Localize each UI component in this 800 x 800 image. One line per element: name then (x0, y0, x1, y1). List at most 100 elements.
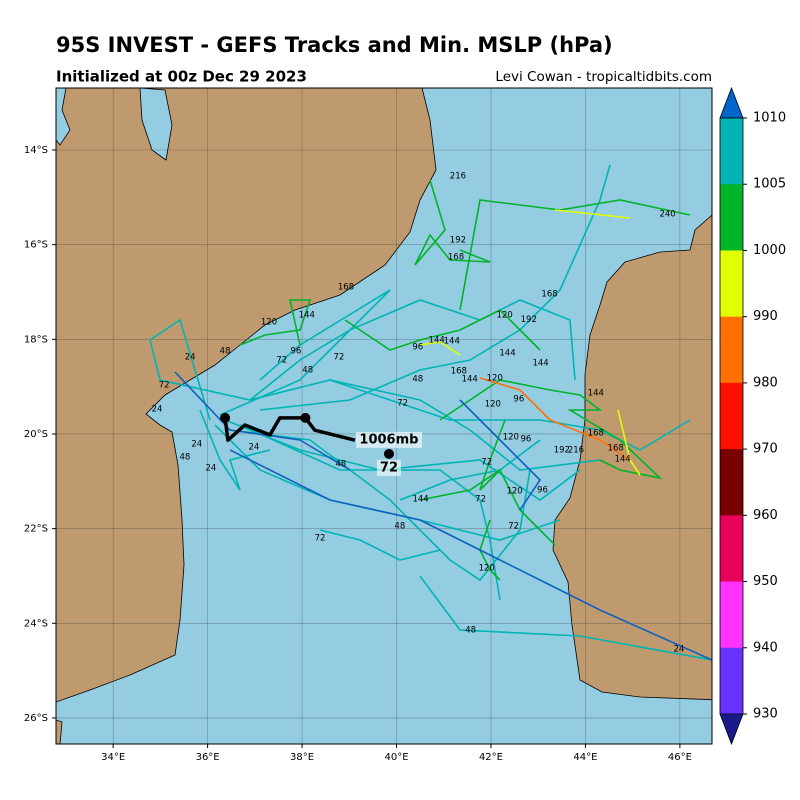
mean-point (383, 448, 394, 459)
hour-label: 120 (503, 432, 519, 442)
track (554, 209, 631, 219)
colorbar-band (720, 250, 743, 318)
hour-label: 48 (220, 347, 231, 357)
colorbar-tick-label: 990 (753, 309, 778, 324)
hour-label: 144 (588, 388, 604, 398)
lake (56, 88, 71, 146)
africa (56, 88, 437, 703)
x-tick-label: 40°E (384, 752, 408, 763)
hour-label: 120 (485, 400, 501, 410)
track (479, 419, 506, 491)
colorbar-frame (719, 117, 744, 715)
hour-label: 24 (205, 464, 216, 474)
track (239, 424, 501, 601)
hour-label: 72 (159, 380, 170, 390)
hour-label: 48 (465, 625, 476, 635)
colorbar-band (720, 581, 743, 649)
y-tick-label: 24°S (24, 618, 48, 629)
hour-label: 144 (499, 349, 515, 359)
colorbar-tick-label: 1000 (753, 243, 786, 258)
hour-label: 24 (191, 439, 202, 449)
x-tick-label: 34°E (101, 752, 125, 763)
hour-label: 96 (291, 347, 302, 357)
hour-label: 120 (487, 374, 503, 384)
hour-label: 168 (541, 289, 557, 299)
track (419, 468, 556, 546)
hour-label: 48 (302, 366, 313, 376)
label-box (376, 459, 401, 476)
mean-label: 1006mb (359, 432, 418, 447)
hour-label: 168 (608, 444, 624, 454)
track (229, 449, 712, 661)
x-tick-label: 38°E (290, 752, 314, 763)
hour-label: 96 (513, 394, 524, 404)
hour-label: 96 (412, 342, 423, 352)
x-tick-label: 36°E (196, 752, 220, 763)
x-tick-label: 46°E (668, 752, 692, 763)
hour-label: 72 (481, 457, 492, 467)
track (419, 341, 461, 356)
y-tick-label: 22°S (24, 524, 48, 535)
label-box (355, 431, 422, 448)
hour-label: 216 (450, 172, 466, 182)
track (459, 399, 542, 511)
hour-label: 120 (479, 563, 495, 573)
map-frame (55, 87, 713, 745)
land (56, 719, 63, 744)
hour-label: 96 (537, 485, 548, 495)
hour-label: 24 (674, 644, 685, 654)
track (439, 379, 663, 480)
track (239, 299, 312, 346)
mean-track: 1006mb 72 (220, 412, 422, 476)
hour-label: 120 (261, 317, 277, 327)
y-tick-label: 14°S (24, 145, 48, 156)
hour-label: 168 (448, 252, 464, 262)
hour-label: 192 (450, 235, 466, 245)
colorbar-extension (719, 713, 744, 746)
hour-label: 144 (299, 311, 315, 321)
hour-label: 72 (276, 356, 287, 366)
colorbar-tick-label: 1010 (753, 111, 786, 126)
track (319, 529, 441, 561)
grid (56, 88, 712, 744)
credit: Levi Cowan - tropicaltidbits.com (495, 69, 712, 85)
ensemble-tracks (149, 164, 712, 661)
colorbar-band (720, 647, 743, 715)
x-tick-label: 42°E (479, 752, 503, 763)
hour-label: 72 (315, 534, 326, 544)
track (149, 318, 601, 471)
hour-label: 168 (451, 367, 467, 377)
hour-label: 48 (412, 375, 423, 385)
x-tick-label: 44°E (573, 752, 597, 763)
mean-point (220, 412, 231, 423)
lake (139, 88, 173, 161)
hour-label: 72 (333, 352, 344, 362)
track (479, 377, 631, 461)
hour-label: 72 (508, 521, 519, 531)
colorbar-tick-label: 930 (753, 707, 778, 722)
y-tick-label: 16°S (24, 240, 48, 251)
track (399, 439, 541, 501)
hour-label: 96 (521, 435, 532, 445)
hour-label: 72 (397, 399, 408, 409)
hour-label: 144 (532, 358, 548, 368)
hour-label: 24 (248, 443, 259, 453)
y-tick-label: 26°S (24, 713, 48, 724)
hour-label: 48 (394, 521, 405, 531)
track (617, 409, 641, 476)
hour-label: 192 (521, 315, 537, 325)
colorbar-tick-label: 940 (753, 640, 778, 655)
y-tick-label: 20°S (24, 429, 48, 440)
axes: 34°E 36°E 38°E 40°E 42°E 44°E 46°E 14°S 16°S 18°S… (24, 145, 692, 763)
track (249, 299, 576, 401)
hour-label: 144 (412, 494, 428, 504)
colorbar-extension (719, 86, 744, 119)
mean-track-line (223, 416, 356, 442)
hour-label: 216 (568, 446, 584, 456)
hour-label: 48 (335, 459, 346, 469)
hour-label: 72 (475, 494, 486, 504)
colorbar-band (720, 184, 743, 251)
colorbar-band (720, 515, 743, 583)
